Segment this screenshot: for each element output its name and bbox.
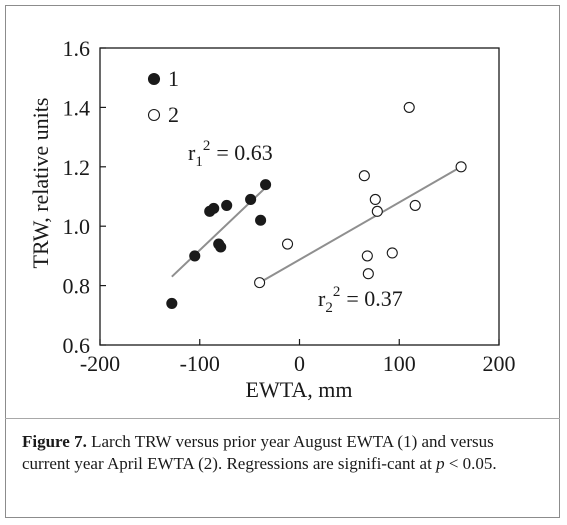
data-point-series-1 bbox=[189, 250, 201, 262]
data-point-series-1 bbox=[245, 193, 257, 206]
data-point-series-2 bbox=[254, 277, 266, 289]
caption-text-end: < 0.05. bbox=[444, 454, 497, 473]
caption-text: Larch TRW versus prior year August EWTA … bbox=[22, 432, 494, 473]
data-point-series-2 bbox=[362, 268, 374, 280]
data-point-series-1 bbox=[255, 214, 267, 226]
data-point-series-2 bbox=[409, 199, 421, 211]
caption-p-symbol: p bbox=[436, 454, 445, 473]
legend: 12 bbox=[147, 66, 179, 127]
data-point-series-1 bbox=[260, 179, 272, 191]
regression-lines bbox=[171, 165, 462, 284]
y-tick-label: 1.0 bbox=[63, 214, 91, 239]
legend-label-series-2: 2 bbox=[168, 102, 179, 127]
x-tick-label: -100 bbox=[180, 351, 220, 376]
caption-divider bbox=[5, 418, 560, 419]
r-squared-label-series-1: r12 = 0.63 bbox=[188, 138, 273, 170]
data-points bbox=[166, 101, 467, 309]
y-tick-label: 0.8 bbox=[63, 274, 91, 299]
x-tick-label: 200 bbox=[483, 351, 516, 376]
data-point-series-2 bbox=[386, 247, 398, 259]
data-point-series-1 bbox=[215, 241, 227, 253]
x-axis-title: EWTA, mm bbox=[246, 377, 353, 402]
data-point-series-2 bbox=[361, 250, 373, 262]
axes: -200 -100 0 100 200 0.6 0.8 1.0 1.2 1.4 1.6 bbox=[63, 36, 516, 376]
data-point-series-2 bbox=[358, 170, 370, 182]
legend-marker-series-2 bbox=[147, 108, 161, 122]
x-tick-label: -200 bbox=[80, 351, 120, 376]
annotations: r12 = 0.63 r22 = 0.37 bbox=[188, 138, 403, 316]
legend-marker-series-1 bbox=[147, 72, 161, 86]
y-tick-label: 1.2 bbox=[63, 155, 91, 180]
data-point-series-1 bbox=[208, 202, 220, 214]
y-tick-label: 1.4 bbox=[63, 95, 91, 120]
data-point-series-2 bbox=[371, 205, 383, 217]
data-point-series-2 bbox=[455, 161, 467, 173]
regression-line-series-2 bbox=[259, 165, 462, 284]
figure-frame bbox=[5, 5, 560, 518]
data-point-series-1 bbox=[221, 199, 233, 211]
legend-label-series-1: 1 bbox=[168, 66, 179, 91]
y-axis-title: TRW, relative units bbox=[28, 98, 53, 269]
y-tick-label: 1.6 bbox=[63, 36, 91, 61]
data-point-series-2 bbox=[369, 193, 381, 206]
data-point-series-2 bbox=[281, 238, 294, 250]
plot-border bbox=[99, 47, 500, 346]
r-squared-label-series-2: r22 = 0.37 bbox=[318, 284, 403, 316]
data-point-series-1 bbox=[166, 297, 178, 309]
x-tick-label: 0 bbox=[294, 351, 305, 376]
y-tick-label: 0.6 bbox=[63, 333, 91, 358]
data-point-series-2 bbox=[403, 101, 415, 113]
figure-caption: Figure 7. Larch TRW versus prior year Au… bbox=[22, 431, 542, 475]
caption-figure-label: Figure 7. bbox=[22, 432, 87, 451]
x-tick-label: 100 bbox=[383, 351, 416, 376]
